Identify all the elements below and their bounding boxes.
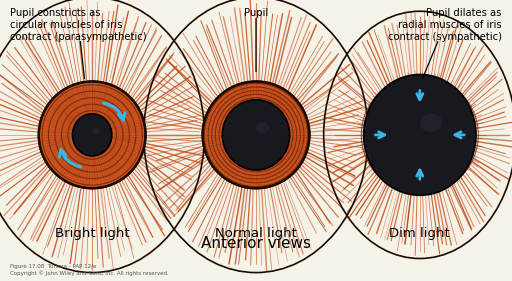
Text: Bright light: Bright light: [55, 227, 130, 240]
Text: Anterior views: Anterior views: [201, 235, 311, 251]
Ellipse shape: [92, 128, 100, 134]
Circle shape: [203, 81, 309, 188]
Text: Dim light: Dim light: [390, 227, 450, 240]
Ellipse shape: [364, 74, 476, 195]
Text: Pupil constricts as
circular muscles of iris
contract (parasympathetic): Pupil constricts as circular muscles of …: [10, 8, 147, 79]
Text: Normal light: Normal light: [215, 227, 297, 240]
Text: Pupil: Pupil: [244, 8, 268, 72]
Circle shape: [375, 90, 465, 180]
Ellipse shape: [420, 114, 442, 132]
Ellipse shape: [73, 114, 112, 156]
Ellipse shape: [222, 100, 290, 170]
Text: Pupil dilates as
radial muscles of iris
contract (sympathetic): Pupil dilates as radial muscles of iris …: [388, 8, 502, 79]
Ellipse shape: [256, 123, 269, 133]
Circle shape: [39, 81, 145, 188]
Text: Figure 17.08  Tortora - PAP 12/e
Copyright © John Wiley and Sons, Inc. All right: Figure 17.08 Tortora - PAP 12/e Copyrigh…: [10, 264, 169, 276]
